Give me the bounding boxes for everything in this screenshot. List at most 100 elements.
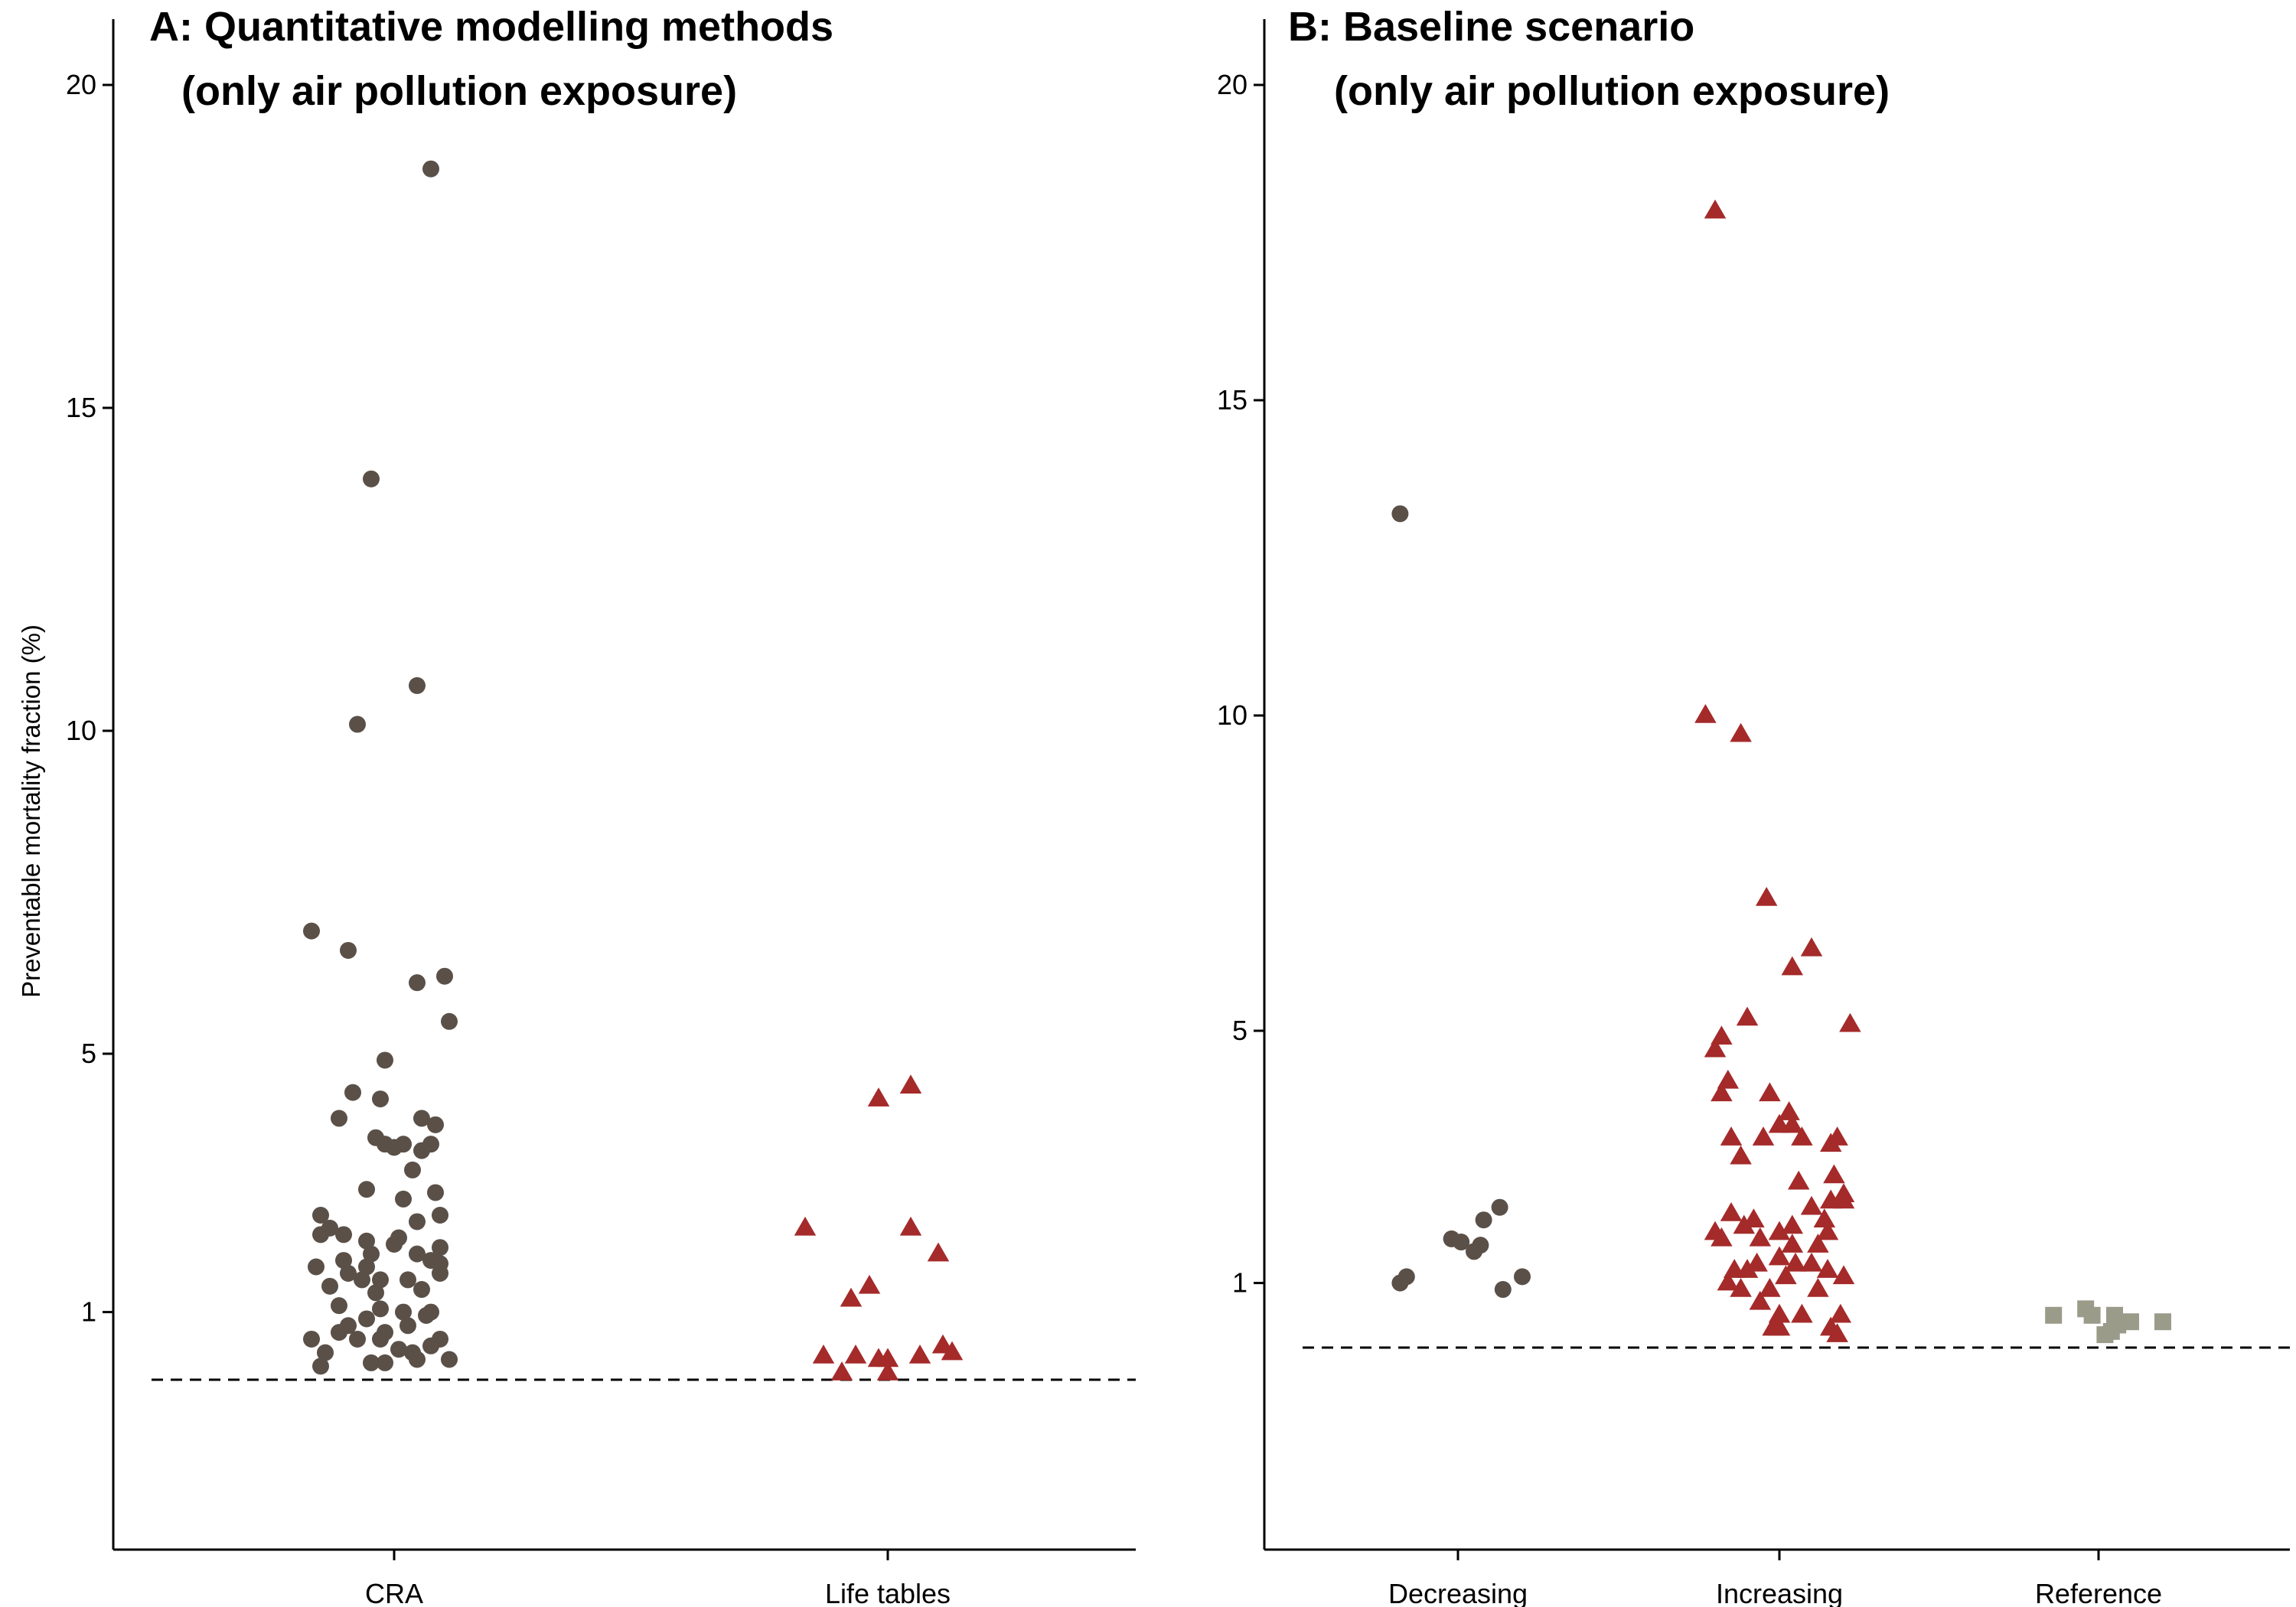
data-point-circle (427, 1184, 444, 1201)
y-tick-label: 5 (81, 1038, 96, 1069)
data-point-circle (377, 1051, 393, 1068)
data-point-circle (372, 1331, 389, 1348)
data-point-circle (418, 1307, 435, 1324)
data-point-triangle (1730, 1146, 1752, 1165)
x-tick-label: IncreasingGHG emission (1690, 1578, 1869, 1607)
data-point-circle (409, 677, 426, 694)
data-point-triangle (1717, 1070, 1740, 1089)
y-axis-title: Preventable mortality fraction (%) (17, 624, 45, 998)
data-point-triangle (900, 1217, 922, 1236)
data-point-circle (367, 1284, 384, 1301)
data-point-triangle (1801, 937, 1823, 957)
data-point-triangle (845, 1345, 867, 1364)
data-point-triangle (1788, 1171, 1810, 1190)
data-point-circle (303, 1331, 320, 1348)
data-point-circle (358, 1181, 375, 1198)
y-tick-label: 5 (1232, 1015, 1247, 1046)
x-tick-label: Life tables (825, 1578, 951, 1607)
data-point-triangle (1720, 1202, 1743, 1221)
data-point-circle (312, 1226, 329, 1243)
data-point-circle (340, 942, 357, 959)
data-point-circle (1466, 1243, 1482, 1260)
data-point-circle (331, 1110, 347, 1126)
data-point-circle (331, 1324, 347, 1341)
data-point-circle (1514, 1268, 1531, 1285)
data-point-circle (303, 923, 320, 940)
data-point-circle (400, 1317, 416, 1334)
data-point-triangle (909, 1345, 931, 1364)
y-tick-label: 10 (1217, 699, 1247, 731)
data-point-circle (1495, 1281, 1512, 1298)
data-point-square (2045, 1307, 2062, 1324)
data-point-triangle (868, 1087, 890, 1107)
data-point-triangle (1807, 1278, 1829, 1297)
data-point-circle (372, 1090, 389, 1107)
data-point-triangle (1801, 1196, 1823, 1215)
data-point-circle (427, 1116, 444, 1133)
data-point-circle (377, 1354, 393, 1371)
data-point-circle (409, 1213, 426, 1230)
data-point-circle (358, 1310, 375, 1327)
data-point-triangle (1756, 887, 1778, 906)
data-point-circle (349, 716, 366, 733)
data-point-triangle (1839, 1013, 1861, 1032)
data-point-triangle (1778, 1101, 1800, 1120)
data-point-square (2109, 1316, 2126, 1333)
data-point-circle (404, 1162, 421, 1178)
panel-b-title: B: Baseline scenario (1288, 4, 1694, 50)
data-point-circle (344, 1084, 361, 1101)
panel-a-title: A: Quantitative modelling methods (149, 4, 833, 50)
data-point-triangle (1720, 1126, 1743, 1146)
data-point-circle (331, 1297, 347, 1314)
data-point-circle (308, 1259, 325, 1276)
data-point-triangle (1759, 1082, 1781, 1101)
x-tick-label: DecreasingGHG emission (1368, 1578, 1548, 1607)
data-point-triangle (900, 1074, 922, 1094)
panel-b: B: Baseline scenario (only air pollution… (1217, 4, 2290, 1607)
panel-b-subtitle: (only air pollution exposure) (1334, 68, 1890, 114)
data-point-circle (390, 1341, 407, 1358)
data-point-triangle (859, 1275, 881, 1294)
data-point-circle (1398, 1268, 1415, 1285)
data-point-circle (413, 1143, 430, 1159)
data-point-circle (432, 1255, 448, 1272)
data-point-circle (321, 1278, 338, 1295)
data-point-triangle (1823, 1165, 1845, 1184)
data-point-circle (354, 1271, 370, 1288)
data-point-square (2084, 1307, 2101, 1324)
data-point-triangle (1782, 957, 1804, 976)
panel-b-plot-area: 15101520DecreasingGHG emissionIncreasing… (1217, 19, 2290, 1607)
data-point-circle (349, 1331, 366, 1348)
data-point-triangle (1737, 1007, 1759, 1026)
data-point-triangle (1694, 704, 1717, 723)
data-point-circle (441, 1351, 458, 1367)
data-point-circle (312, 1358, 329, 1374)
data-point-triangle (1730, 723, 1752, 742)
x-tick-label: CRA (365, 1578, 423, 1607)
data-point-circle (413, 1281, 430, 1298)
y-tick-label: 15 (1217, 384, 1247, 416)
data-point-circle (386, 1236, 403, 1253)
panel-a: A: Quantitative modelling methods (only … (66, 4, 1136, 1607)
data-point-circle (395, 1136, 412, 1152)
data-point-circle (422, 1338, 439, 1354)
y-tick-label: 1 (1232, 1267, 1247, 1299)
data-point-circle (422, 161, 439, 178)
data-point-triangle (1791, 1304, 1813, 1323)
data-point-circle (1476, 1211, 1492, 1228)
data-point-circle (432, 1207, 448, 1224)
data-point-triangle (840, 1288, 863, 1307)
data-point-triangle (794, 1217, 817, 1236)
panel-a-subtitle: (only air pollution exposure) (181, 68, 737, 114)
data-point-circle (409, 974, 426, 991)
data-point-triangle (928, 1243, 950, 1262)
data-point-triangle (1830, 1304, 1852, 1323)
data-point-circle (1391, 505, 1408, 522)
y-tick-label: 15 (66, 392, 96, 423)
data-point-triangle (1704, 200, 1727, 219)
y-tick-label: 20 (66, 69, 96, 100)
data-point-circle (436, 968, 453, 985)
data-point-circle (335, 1226, 352, 1243)
